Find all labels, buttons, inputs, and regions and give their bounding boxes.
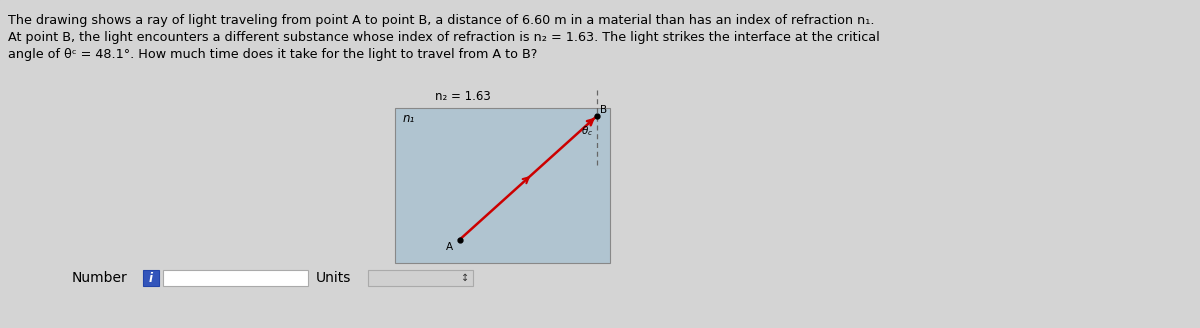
Text: B: B [600, 105, 607, 115]
Text: n₂ = 1.63: n₂ = 1.63 [436, 90, 491, 103]
Text: A: A [446, 242, 454, 252]
Bar [143, 270, 158, 286]
Text: At point B, the light encounters a different substance whose index of refraction: At point B, the light encounters a diffe… [8, 31, 880, 44]
Bar [163, 270, 308, 286]
Text: Number: Number [72, 271, 127, 285]
Bar [368, 270, 473, 286]
Text: i: i [149, 272, 154, 284]
Text: ↕: ↕ [461, 273, 469, 283]
Text: The drawing shows a ray of light traveling from point A to point B, a distance o: The drawing shows a ray of light traveli… [8, 14, 875, 27]
Bar [395, 108, 610, 263]
Text: $\theta_c$: $\theta_c$ [581, 124, 593, 137]
Text: angle of θᶜ = 48.1°. How much time does it take for the light to travel from A t: angle of θᶜ = 48.1°. How much time does … [8, 48, 538, 61]
Text: n₁: n₁ [403, 112, 415, 125]
Text: Units: Units [316, 271, 352, 285]
